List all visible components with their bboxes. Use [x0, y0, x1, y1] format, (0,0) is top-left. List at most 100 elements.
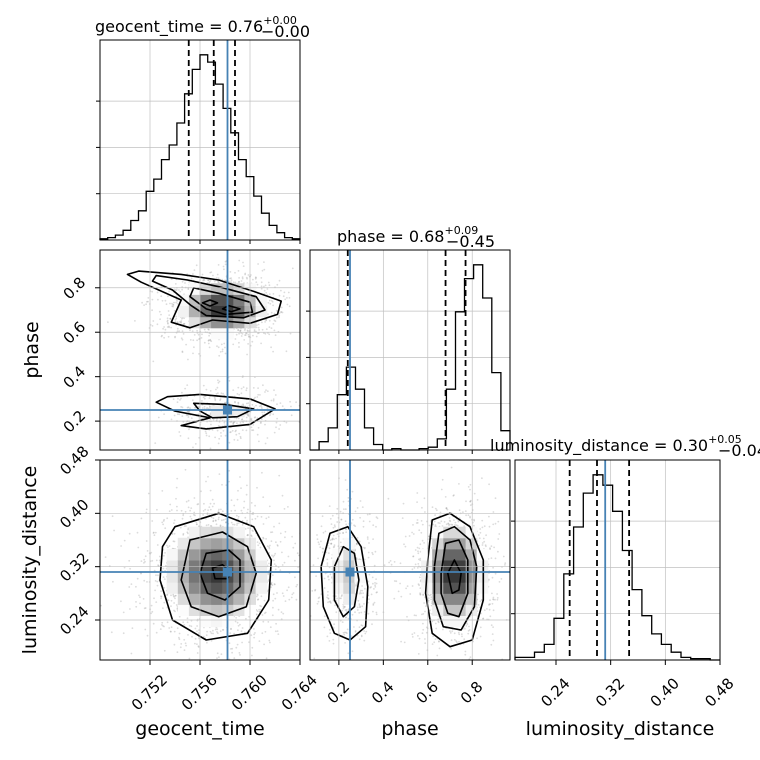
scatter-point — [154, 531, 157, 534]
scatter-point — [419, 557, 422, 560]
scatter-point — [208, 346, 211, 349]
scatter-point — [260, 281, 263, 284]
scatter-point — [136, 531, 139, 534]
scatter-point — [257, 263, 259, 265]
scatter-point — [235, 433, 238, 436]
scatter-point — [176, 321, 179, 324]
scatter-point — [107, 321, 109, 323]
scatter-point — [162, 576, 165, 578]
scatter-point — [135, 601, 137, 603]
scatter-point — [270, 531, 272, 534]
scatter-point — [370, 593, 373, 596]
scatter-point — [453, 638, 456, 641]
scatter-point — [146, 300, 148, 303]
scatter-point — [412, 555, 415, 558]
scatter-point — [422, 593, 424, 596]
scatter-point — [217, 281, 220, 284]
scatter-point — [245, 387, 248, 390]
scatter-point — [467, 669, 469, 671]
scatter-point — [179, 435, 182, 437]
scatter-point — [213, 396, 216, 399]
scatter-point — [331, 538, 334, 541]
scatter-point — [194, 443, 197, 445]
scatter-point — [181, 338, 184, 341]
scatter-point — [341, 609, 343, 612]
scatter-point — [208, 332, 211, 335]
scatter-point — [229, 277, 231, 280]
scatter-point — [205, 432, 208, 435]
scatter-point — [242, 403, 244, 406]
scatter-point — [180, 337, 183, 340]
scatter-point — [458, 633, 461, 636]
scatter-point — [345, 616, 348, 619]
scatter-point — [342, 500, 345, 503]
scatter-point — [235, 333, 238, 336]
scatter-point — [367, 580, 370, 583]
scatter-point — [247, 343, 250, 345]
scatter-point — [372, 610, 374, 613]
scatter-point — [145, 303, 148, 306]
scatter-point — [175, 317, 178, 320]
scatter-point — [278, 428, 280, 430]
scatter-point — [209, 418, 212, 421]
scatter-point — [331, 538, 334, 540]
scatter-point — [257, 598, 260, 601]
scatter-point — [240, 335, 243, 337]
scatter-point — [300, 563, 302, 565]
scatter-point — [253, 636, 256, 639]
scatter-point — [279, 569, 282, 571]
scatter-point — [206, 630, 209, 633]
scatter-point — [431, 506, 434, 509]
scatter-point — [188, 624, 191, 627]
scatter-point — [201, 407, 204, 409]
scatter-point — [272, 293, 275, 295]
scatter-point — [219, 351, 222, 353]
scatter-point — [272, 599, 274, 602]
scatter-point — [213, 502, 216, 505]
scatter-point — [419, 550, 422, 553]
scatter-point — [242, 265, 245, 267]
scatter-point — [219, 399, 222, 402]
scatter-point — [466, 623, 469, 626]
scatter-point — [220, 343, 223, 346]
scatter-point — [216, 273, 219, 276]
scatter-point — [472, 640, 474, 643]
scatter-point — [234, 509, 237, 512]
scatter-point — [426, 520, 428, 523]
scatter-point — [351, 613, 354, 616]
scatter-point — [489, 603, 491, 606]
scatter-point — [368, 573, 371, 576]
scatter-point — [260, 516, 263, 518]
scatter-point — [246, 533, 249, 536]
scatter-point — [190, 277, 193, 280]
scatter-point — [347, 500, 350, 503]
scatter-point — [238, 341, 240, 344]
scatter-point — [145, 508, 148, 511]
scatter-point — [253, 416, 256, 419]
scatter-point — [421, 539, 424, 542]
scatter-point — [164, 299, 167, 302]
scatter-point — [163, 554, 165, 557]
scatter-point — [143, 607, 146, 610]
scatter-point — [181, 280, 184, 283]
scatter-point — [305, 282, 307, 284]
scatter-point — [367, 556, 370, 559]
scatter-point — [445, 507, 448, 510]
scatter-point — [451, 630, 454, 633]
scatter-point — [220, 508, 222, 511]
scatter-point — [185, 500, 188, 503]
scatter-point — [448, 517, 451, 519]
scatter-point — [344, 642, 346, 644]
scatter-point — [270, 346, 272, 349]
scatter-point — [167, 335, 170, 338]
scatter-point — [244, 273, 247, 276]
scatter-point — [372, 553, 374, 556]
scatter-point — [354, 611, 356, 614]
scatter-point — [387, 497, 390, 500]
scatter-point — [207, 509, 210, 511]
scatter-point — [181, 406, 184, 409]
scatter-point — [207, 524, 210, 526]
scatter-point — [229, 431, 232, 434]
scatter-point — [190, 518, 193, 520]
scatter-point — [287, 506, 289, 508]
